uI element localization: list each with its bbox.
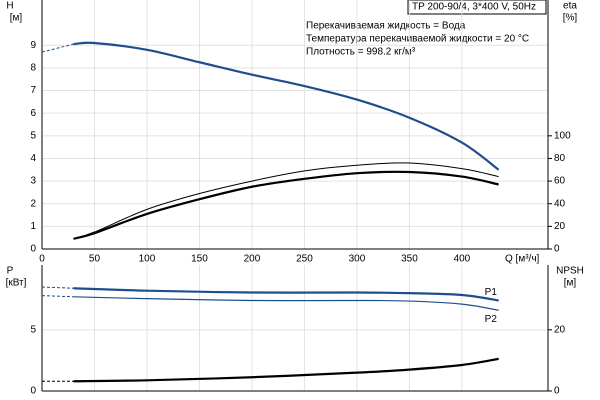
y2-axis-title: NPSH: [556, 266, 584, 277]
y-tick-label: 5: [30, 324, 36, 335]
curve: [73, 41, 500, 171]
curve-extrapolated: [41, 295, 74, 298]
x-tick-label: 400: [454, 254, 471, 265]
curve-extrapolated: [41, 286, 74, 289]
annotation: Перекачиваемая жидкость = Вода: [306, 21, 466, 32]
x-tick-label: 100: [139, 254, 156, 265]
x-tick-label: 300: [349, 254, 366, 265]
y-tick-label: 5: [30, 130, 36, 141]
y-tick-label: 0: [30, 386, 36, 397]
annotation: Температура перекачиваемой жидкости = 20…: [306, 34, 529, 45]
y2-axis-title: eta: [563, 1, 577, 12]
x-tick-label: 50: [89, 254, 101, 265]
y-tick-label: 7: [30, 85, 36, 96]
annotation: Плотность = 998.2 кг/м³: [306, 47, 416, 58]
curve: [73, 357, 499, 383]
y-axis-title: H: [6, 1, 13, 12]
curve: [73, 162, 499, 240]
curve-label: P1: [485, 287, 498, 298]
y2-tick-label: 0: [554, 244, 560, 255]
y2-tick-label: 0: [554, 386, 560, 397]
x-tick-label: 250: [296, 254, 313, 265]
y2-tick-label: 80: [554, 153, 566, 164]
y2-tick-label: 20: [554, 324, 566, 335]
y2-tick-label: 20: [554, 221, 566, 232]
y2-tick-label: 100: [554, 130, 571, 141]
y-tick-label: 9: [30, 40, 36, 51]
y2-tick-label: 60: [554, 176, 566, 187]
curve-label: P2: [485, 314, 498, 325]
x-tick-label: 350: [401, 254, 418, 265]
curve: [73, 287, 499, 302]
y-tick-label: 0: [30, 244, 36, 255]
x-tick-label: 0: [39, 254, 45, 265]
y2-axis-unit: [м]: [564, 278, 577, 289]
y-tick-label: 2: [30, 198, 36, 209]
x-tick-label: 200: [244, 254, 261, 265]
y-tick-label: 4: [30, 153, 36, 164]
y-tick-label: 3: [30, 176, 36, 187]
y2-axis-unit: [%]: [563, 13, 578, 24]
title-box: [407, 0, 547, 15]
y-axis-unit: [кВт]: [6, 278, 27, 289]
curve-extrapolated: [41, 43, 74, 53]
y2-tick-label: 40: [554, 198, 566, 209]
curve: [73, 296, 499, 311]
y-tick-label: 8: [30, 63, 36, 74]
x-axis-title: Q [м³/ч]: [505, 254, 540, 265]
y-axis-title: P: [7, 266, 14, 277]
chart-title: TP 200-90/4, 3*400 V, 50Hz: [412, 2, 536, 13]
x-tick-label: 150: [191, 254, 208, 265]
y-tick-label: 6: [30, 108, 36, 119]
y-axis-unit: [м]: [10, 13, 23, 24]
y-tick-label: 1: [30, 221, 36, 232]
curve: [73, 170, 499, 240]
